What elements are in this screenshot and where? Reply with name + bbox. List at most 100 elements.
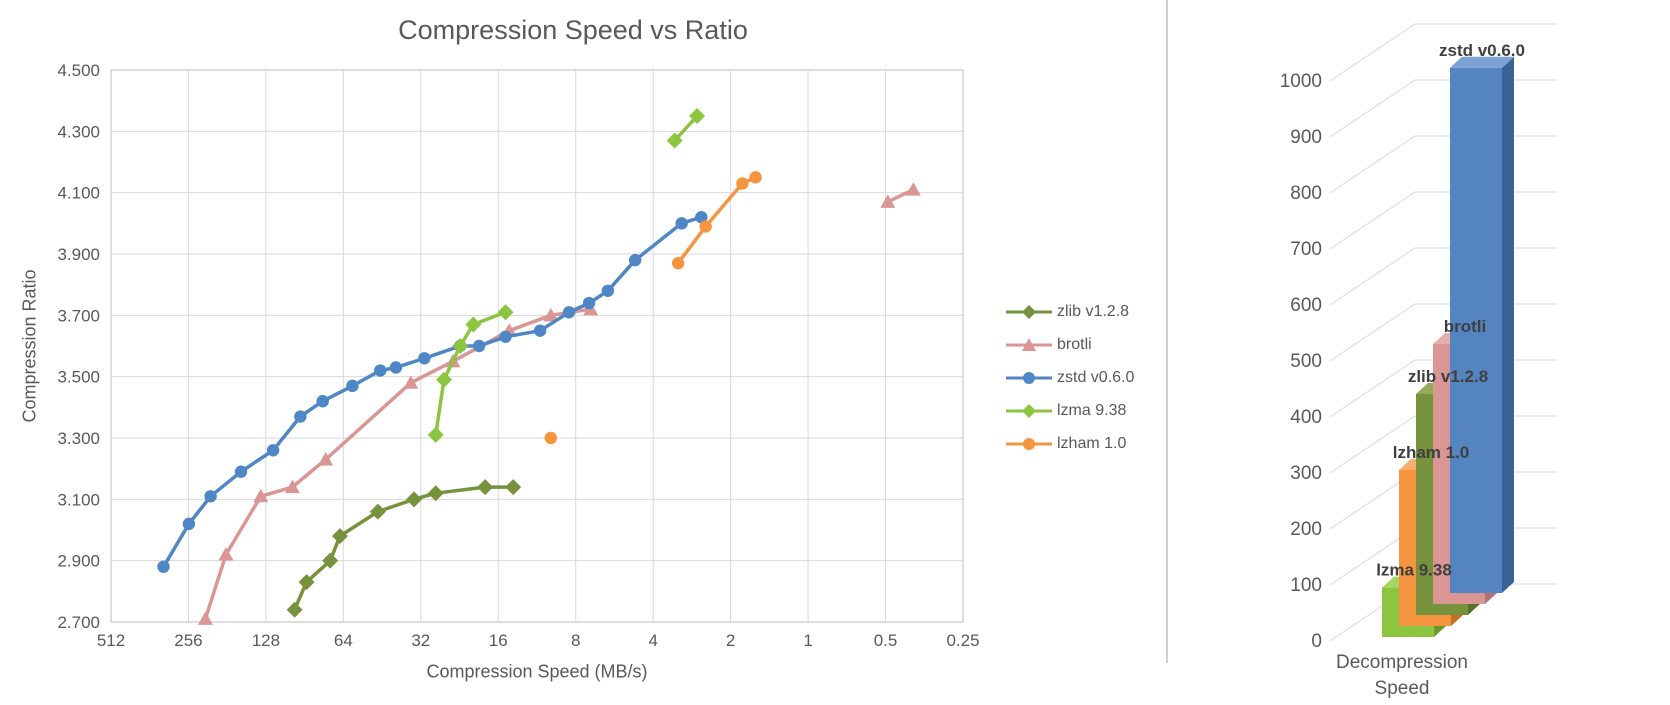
bar-y-tick-label: 100	[1290, 575, 1322, 596]
left-chart-title: Compression Speed vs Ratio	[398, 15, 748, 45]
bar-value-label-brotli: brotli	[1444, 317, 1487, 336]
y-tick-label: 4.100	[57, 184, 100, 203]
bar-gridline	[1329, 79, 1557, 138]
marker-lzham-1-0	[671, 257, 685, 270]
series-line-brotli	[203, 307, 593, 621]
marker-zstd-v0-6-0	[294, 410, 307, 423]
marker-zstd-v0-6-0	[234, 465, 248, 478]
x-tick-label: 8	[571, 631, 580, 650]
marker-brotli	[284, 479, 300, 494]
x-tick-label: 2	[726, 631, 735, 650]
bar-y-tick-label: 200	[1290, 519, 1322, 540]
bar-y-tick-label: 600	[1290, 295, 1322, 316]
marker-zlib-v1-2-8	[406, 491, 423, 508]
legend-marker-lzham-1-0	[1006, 438, 1052, 450]
marker-zstd-v0-6-0	[472, 339, 486, 353]
marker-zstd-v0-6-0	[499, 330, 512, 343]
marker-zstd-v0-6-0	[182, 517, 196, 531]
legend-label-lzma-9-38: lzma 9.38	[1057, 402, 1127, 419]
marker-zstd-v0-6-0	[418, 352, 431, 365]
bar-y-tick-label: 1000	[1280, 71, 1322, 92]
marker-zlib-v1-2-8	[369, 503, 386, 520]
x-tick-label: 64	[334, 631, 353, 650]
legend-item-brotli[interactable]: brotli	[1006, 336, 1134, 353]
marker-zstd-v0-6-0	[204, 490, 217, 503]
bar-zstd-v0-6-0	[1450, 67, 1502, 594]
y-tick-label: 4.300	[57, 122, 100, 141]
legend-item-lzma-9-38[interactable]: lzma 9.38	[1006, 402, 1134, 419]
y-tick-label: 3.300	[57, 429, 100, 448]
marker-zstd-v0-6-0	[157, 560, 170, 573]
x-tick-label: 0.5	[874, 631, 898, 650]
marker-zstd-v0-6-0	[374, 364, 387, 377]
marker-zstd-v0-6-0	[533, 324, 547, 337]
marker-zstd-v0-6-0	[601, 284, 615, 297]
marker-lzma-9-38	[452, 338, 469, 354]
legend-label-zstd-v0-6-0: zstd v0.6.0	[1057, 369, 1135, 386]
bar-y-tick-label: 700	[1290, 239, 1322, 260]
marker-lzham-1-0	[736, 177, 749, 190]
bar-side-zstd-v0-6-0	[1502, 56, 1514, 594]
marker-zlib-v1-2-8	[477, 479, 494, 496]
bar-value-label-lzma-9-38: lzma 9.38	[1376, 561, 1452, 580]
marker-zlib-v1-2-8	[322, 552, 339, 569]
y-tick-label: 3.500	[57, 368, 100, 387]
marker-zstd-v0-6-0	[628, 253, 642, 267]
marker-zstd-v0-6-0	[389, 361, 403, 374]
plot-border	[110, 69, 964, 623]
y-tick-label: 4.500	[57, 61, 100, 80]
marker-zstd-v0-6-0	[316, 395, 329, 408]
series-line-lzma-9-38	[433, 310, 508, 437]
y-tick-label: 2.700	[57, 613, 100, 632]
marker-zstd-v0-6-0	[562, 306, 576, 319]
bar-y-tick-label: 500	[1290, 351, 1322, 372]
marker-zlib-v1-2-8	[427, 485, 444, 502]
marker-brotli	[403, 375, 419, 389]
marker-zstd-v0-6-0	[582, 296, 596, 310]
marker-brotli	[880, 194, 896, 208]
y-tick-label: 3.100	[57, 490, 100, 509]
charts-divider	[1166, 0, 1168, 663]
x-tick-label: 128	[252, 631, 280, 650]
marker-brotli	[543, 307, 559, 322]
legend-marker-brotli	[1006, 338, 1052, 351]
y-tick-label: 3.700	[57, 306, 100, 325]
marker-brotli	[197, 611, 213, 625]
marker-lzma-9-38	[436, 371, 453, 388]
marker-zstd-v0-6-0	[346, 379, 359, 393]
marker-brotli	[318, 451, 334, 466]
legend-marker-zstd-v0-6-0	[1006, 372, 1052, 384]
marker-lzma-9-38	[465, 316, 482, 333]
marker-brotli	[905, 182, 921, 196]
bar-y-tick-label: 400	[1290, 407, 1322, 428]
x-tick-label: 16	[489, 631, 508, 650]
bar-y-tick-label: 900	[1290, 127, 1322, 148]
bar-chart-category-label: Decompression Speed	[1336, 650, 1468, 702]
marker-lzham-1-0	[544, 431, 557, 445]
y-tick-label: 2.900	[57, 552, 100, 571]
x-tick-label: 4	[648, 631, 657, 650]
x-tick-label: 512	[97, 631, 125, 650]
legend-label-brotli: brotli	[1057, 336, 1092, 353]
legend-item-zstd-v0-6-0[interactable]: zstd v0.6.0	[1006, 369, 1135, 386]
marker-zstd-v0-6-0	[695, 211, 708, 224]
series-line-lzham-1-0	[676, 175, 758, 265]
marker-lzma-9-38	[689, 108, 706, 124]
marker-brotli	[253, 488, 269, 503]
legend-marker-zlib-v1-2-8	[1006, 305, 1052, 319]
bar-gridline	[1329, 23, 1557, 82]
marker-zlib-v1-2-8	[286, 601, 303, 618]
bar-chart-category-line1: Decompression	[1336, 652, 1468, 673]
bar-y-tick-label: 0	[1311, 631, 1322, 652]
marker-zlib-v1-2-8	[298, 574, 315, 591]
bar-y-tick-label: 800	[1290, 183, 1322, 204]
marker-zstd-v0-6-0	[266, 444, 280, 457]
legend-item-lzham-1-0[interactable]: lzham 1.0	[1006, 435, 1134, 452]
legend-label-lzham-1-0: lzham 1.0	[1057, 435, 1127, 452]
series-line-zstd-v0-6-0	[161, 215, 704, 569]
marker-brotli	[218, 547, 234, 561]
bar-value-label-zlib-v1-2-8: zlib v1.2.8	[1408, 367, 1488, 386]
legend-item-zlib-v1-2-8[interactable]: zlib v1.2.8	[1006, 303, 1134, 320]
